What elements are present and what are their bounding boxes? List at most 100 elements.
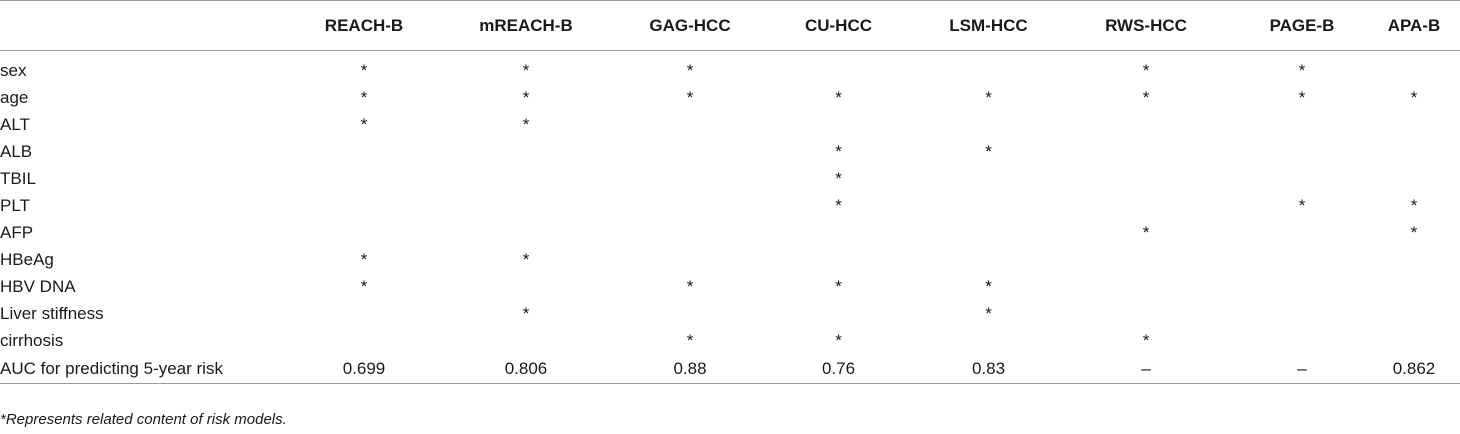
- table-cell: *: [835, 168, 842, 188]
- table-cell: [1056, 138, 1236, 165]
- table-cell: 0.862: [1392, 358, 1436, 378]
- table-cell: [921, 111, 1056, 138]
- table-cell: *: [360, 87, 368, 107]
- table-cell: [1236, 219, 1368, 246]
- table-cell: [1056, 165, 1236, 192]
- table-cell: [428, 138, 624, 165]
- table-cell: *: [522, 114, 530, 134]
- table-cell: [1056, 273, 1236, 300]
- table-cell: *: [686, 330, 694, 350]
- table-cell: [921, 327, 1056, 354]
- table-cell: [1236, 327, 1368, 354]
- table-cell: [300, 327, 428, 354]
- header-cell: APA-B: [1387, 15, 1441, 35]
- table-cell: [1056, 300, 1236, 327]
- table-cell: [1056, 246, 1236, 273]
- header-cell: [0, 1, 300, 51]
- row-label-cell: sex: [0, 60, 27, 80]
- table-cell: [1368, 138, 1460, 165]
- table-cell: [1236, 300, 1368, 327]
- table-cell: [756, 51, 921, 85]
- row-label-cell: HBeAg: [0, 249, 54, 269]
- header-cell: REACH-B: [324, 15, 404, 35]
- table-cell: [921, 246, 1056, 273]
- table-cell: *: [835, 87, 842, 107]
- row-label-cell: ALB: [0, 141, 33, 161]
- table-cell: [624, 246, 756, 273]
- table-cell: [1368, 165, 1460, 192]
- header-cell: mREACH-B: [479, 15, 573, 35]
- table-row: age * * * * * * * *: [0, 84, 1460, 111]
- table-row: Liver stiffness * *: [0, 300, 1460, 327]
- table-row: ALB * *: [0, 138, 1460, 165]
- header-cell: RWS-HCC: [1105, 15, 1187, 35]
- table-cell: [756, 219, 921, 246]
- table-cell: 0.806: [504, 358, 548, 378]
- table-cell: *: [1142, 60, 1150, 80]
- row-label-cell: Liver stiffness: [0, 303, 104, 323]
- table-cell: *: [835, 330, 842, 350]
- table-cell: *: [1298, 60, 1306, 80]
- table-row: AUC for predicting 5-year risk 0.699 0.806…: [0, 354, 1460, 384]
- table-cell: [1056, 111, 1236, 138]
- table-cell: [624, 300, 756, 327]
- header-cell: CU-HCC: [804, 15, 873, 35]
- table-cell: 0.88: [673, 358, 707, 378]
- table-cell: *: [686, 87, 694, 107]
- table-cell: *: [360, 60, 368, 80]
- risk-model-table-container: REACH-B mREACH-B GAG-HCC CU-HCC LSM-HCC …: [0, 0, 1460, 384]
- table-row: cirrhosis * * *: [0, 327, 1460, 354]
- table-cell: [921, 219, 1056, 246]
- risk-model-table: REACH-B mREACH-B GAG-HCC CU-HCC LSM-HCC …: [0, 0, 1460, 384]
- table-cell: *: [985, 303, 992, 323]
- table-cell: *: [360, 249, 368, 269]
- table-cell: [1368, 246, 1460, 273]
- table-cell: *: [522, 60, 530, 80]
- table-footnote: *Represents related content of risk mode…: [0, 411, 287, 428]
- table-cell: [756, 111, 921, 138]
- table-row: ALT * *: [0, 111, 1460, 138]
- table-cell: [1368, 327, 1460, 354]
- table-cell: [1236, 246, 1368, 273]
- table-cell: *: [1410, 87, 1418, 107]
- table-cell: *: [686, 60, 694, 80]
- table-row: TBIL *: [0, 165, 1460, 192]
- table-cell: [428, 165, 624, 192]
- table-cell: [624, 219, 756, 246]
- row-label-cell: HBV DNA: [0, 276, 76, 296]
- header-cell: PAGE-B: [1269, 15, 1335, 35]
- table-cell: *: [1410, 222, 1418, 242]
- table-cell: *: [1410, 195, 1418, 215]
- table-cell: [1368, 273, 1460, 300]
- table-cell: [300, 165, 428, 192]
- table-cell: [428, 192, 624, 219]
- table-cell: [921, 192, 1056, 219]
- table-cell: 0.76: [821, 358, 856, 378]
- table-cell: [1236, 273, 1368, 300]
- row-label-cell: ALT: [0, 114, 30, 134]
- table-row: AFP * *: [0, 219, 1460, 246]
- table-cell: [428, 327, 624, 354]
- table-cell: *: [1298, 87, 1306, 107]
- table-cell: *: [835, 141, 842, 161]
- table-cell: –: [1141, 358, 1151, 378]
- table-header: REACH-B mREACH-B GAG-HCC CU-HCC LSM-HCC …: [0, 0, 1460, 51]
- table-cell: *: [835, 276, 842, 296]
- header-cell: LSM-HCC: [949, 15, 1028, 35]
- table-cell: [921, 165, 1056, 192]
- table-cell: [624, 111, 756, 138]
- table-cell: 0.699: [342, 358, 386, 378]
- row-label-cell: cirrhosis: [0, 330, 64, 350]
- table-cell: *: [360, 114, 368, 134]
- table-cell: *: [360, 276, 368, 296]
- table-cell: [624, 165, 756, 192]
- table-row: HBeAg * *: [0, 246, 1460, 273]
- header-row: REACH-B mREACH-B GAG-HCC CU-HCC LSM-HCC …: [0, 0, 1460, 51]
- table-cell: [300, 192, 428, 219]
- table-cell: *: [686, 276, 694, 296]
- table-row: HBV DNA * * * *: [0, 273, 1460, 300]
- table-cell: –: [1297, 358, 1307, 378]
- row-label-cell: AFP: [0, 222, 34, 242]
- table-cell: *: [985, 141, 992, 161]
- row-label-cell: PLT: [0, 195, 30, 215]
